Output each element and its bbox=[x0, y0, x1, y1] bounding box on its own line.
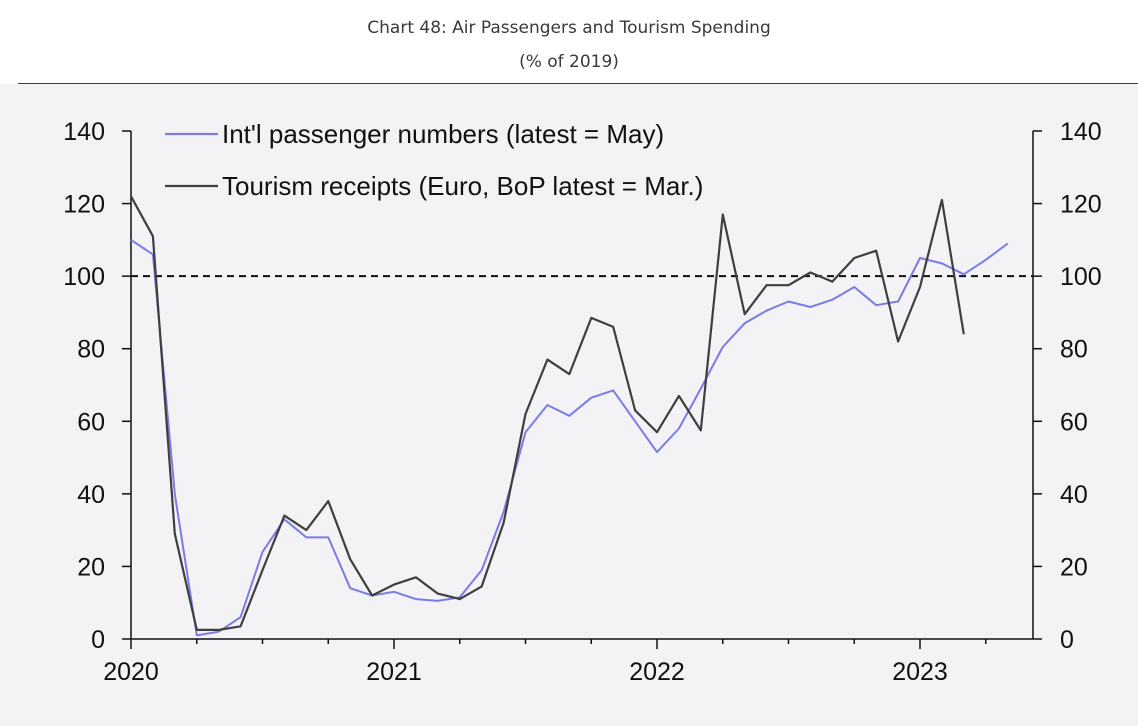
left-y-tick-label: 80 bbox=[77, 336, 105, 364]
left-y-tick-label: 40 bbox=[77, 481, 105, 509]
right-y-tick-label: 20 bbox=[1060, 553, 1088, 581]
right-y-tick-label: 60 bbox=[1060, 408, 1088, 436]
right-y-tick-label: 140 bbox=[1060, 118, 1102, 146]
left-y-tick-label: 140 bbox=[63, 118, 105, 146]
right-y-tick-label: 80 bbox=[1060, 336, 1088, 364]
series-line-1 bbox=[130, 239, 1009, 637]
left-y-tick-label: 20 bbox=[77, 553, 105, 581]
x-tick-label: 2020 bbox=[103, 658, 159, 686]
right-y-tick-label: 100 bbox=[1060, 263, 1102, 291]
x-tick-label: 2021 bbox=[366, 658, 422, 686]
header-divider bbox=[18, 83, 1138, 84]
left-y-tick-label: 60 bbox=[77, 408, 105, 436]
x-tick-label: 2022 bbox=[629, 658, 685, 686]
x-tick-label: 2023 bbox=[892, 658, 948, 686]
left-y-tick-label: 0 bbox=[91, 626, 105, 654]
series-line-2 bbox=[130, 195, 965, 632]
right-y-tick-label: 0 bbox=[1060, 626, 1074, 654]
right-y-tick-label: 120 bbox=[1060, 191, 1102, 219]
chart-subtitle: (% of 2019) bbox=[519, 52, 619, 72]
left-y-tick-label: 120 bbox=[63, 191, 105, 219]
left-y-tick-label: 100 bbox=[63, 263, 105, 291]
chart-header: Chart 48: Air Passengers and Tourism Spe… bbox=[0, 0, 1138, 84]
legend-label-2: Tourism receipts (Euro, BoP latest = Mar… bbox=[222, 171, 703, 201]
right-y-tick-label: 40 bbox=[1060, 481, 1088, 509]
legend-label-1: Int'l passenger numbers (latest = May) bbox=[222, 119, 664, 149]
chart-title: Chart 48: Air Passengers and Tourism Spe… bbox=[367, 18, 771, 38]
